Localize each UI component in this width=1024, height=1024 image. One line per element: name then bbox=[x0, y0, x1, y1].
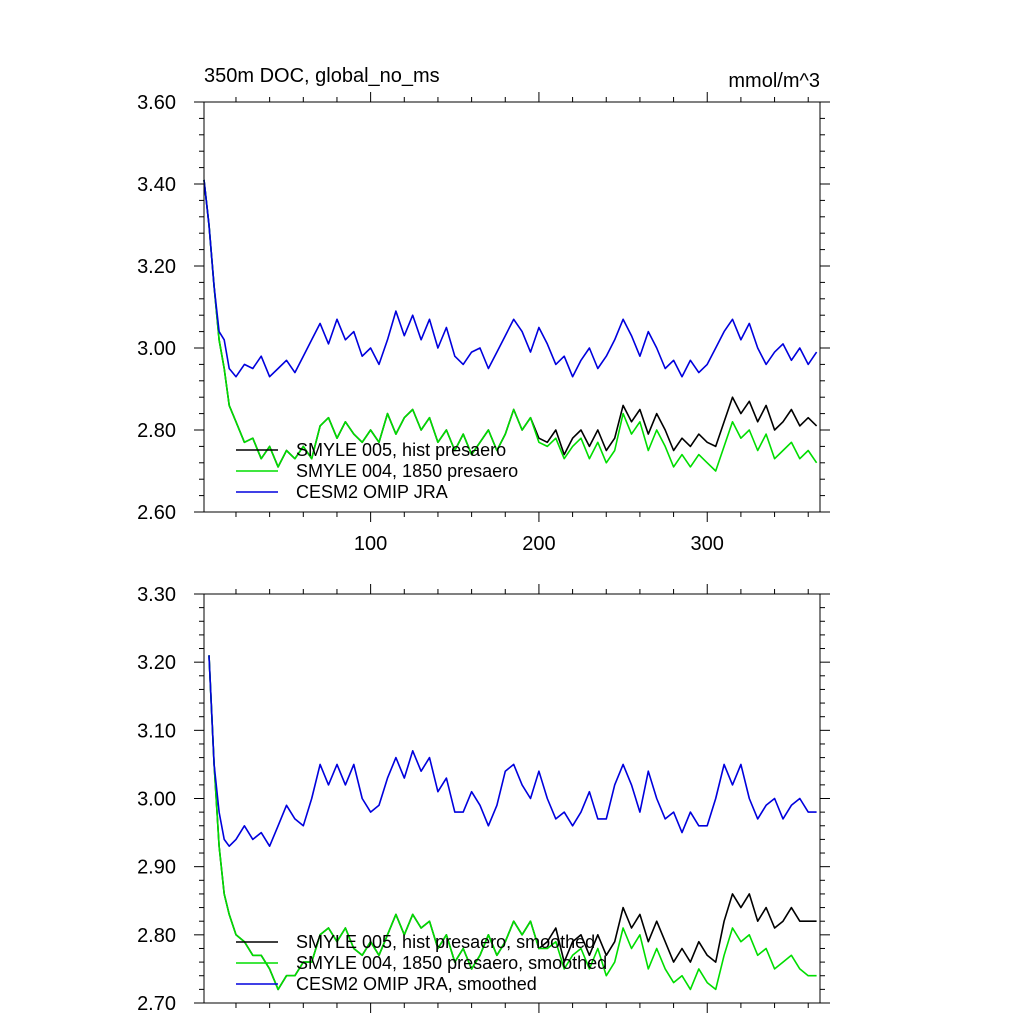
series-line-3 bbox=[203, 179, 818, 378]
series-group bbox=[208, 655, 817, 991]
legend-label-3: CESM2 OMIP JRA bbox=[296, 482, 448, 502]
legend-label-1: SMYLE 005, hist presaero bbox=[296, 440, 506, 460]
bottom-panel: 2.70 2.80 2.90 3.00 3.10 3.20 3.30 SMYLE 005, h… bbox=[137, 584, 830, 1015]
chart-title: 350m DOC, global_no_ms bbox=[204, 65, 440, 87]
legend-label-2: SMYLE 004, 1850 presaero, smoothed bbox=[296, 953, 607, 973]
legend: SMYLE 005, hist presaero, smoothedSMYLE … bbox=[236, 932, 607, 994]
y-tick-label: 2.70 bbox=[137, 993, 176, 1015]
y-tick-label: 3.30 bbox=[137, 584, 176, 606]
series-group bbox=[203, 179, 818, 472]
y-tick-label: 2.80 bbox=[137, 420, 176, 442]
y-tick-label: 3.40 bbox=[137, 174, 176, 196]
series-line-2 bbox=[203, 179, 818, 472]
legend-label-1: SMYLE 005, hist presaero, smoothed bbox=[296, 932, 595, 952]
y-tick-label: 3.00 bbox=[137, 338, 176, 360]
y-tick-label: 3.20 bbox=[137, 256, 176, 278]
series-line-3 bbox=[208, 655, 817, 848]
y-tick-label: 3.60 bbox=[137, 92, 176, 114]
top-panel: 350m DOC, global_no_ms mmol/m^3 2.60 2.80 3.… bbox=[137, 65, 830, 555]
y-tick-label: 2.80 bbox=[137, 925, 176, 947]
series-line-1 bbox=[203, 179, 818, 468]
legend-label-3: CESM2 OMIP JRA, smoothed bbox=[296, 974, 537, 994]
y-tick-label: 3.20 bbox=[137, 652, 176, 674]
plot-frame bbox=[203, 101, 821, 513]
x-tick-label: 300 bbox=[691, 533, 724, 555]
x-tick-label: 200 bbox=[522, 533, 555, 555]
y-tick-label: 2.90 bbox=[137, 857, 176, 879]
y-tick-label: 3.00 bbox=[137, 789, 176, 811]
y-tick-label: 2.60 bbox=[137, 502, 176, 524]
units-label: mmol/m^3 bbox=[728, 70, 820, 92]
x-tick-label: 100 bbox=[354, 533, 387, 555]
series-line-2 bbox=[208, 655, 817, 991]
legend-label-2: SMYLE 004, 1850 presaero bbox=[296, 461, 518, 481]
y-tick-label: 3.10 bbox=[137, 720, 176, 742]
